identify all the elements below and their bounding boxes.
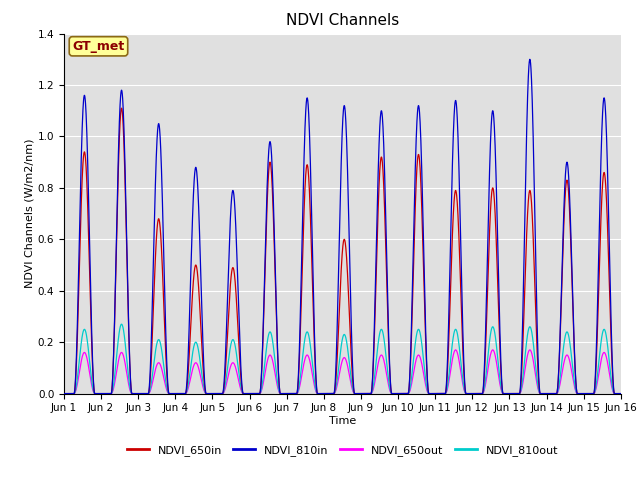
NDVI_810in bbox=[298, 256, 305, 262]
NDVI_810in bbox=[274, 346, 282, 351]
NDVI_810out bbox=[274, 381, 282, 387]
NDVI_810out bbox=[157, 342, 164, 348]
Line: NDVI_650in: NDVI_650in bbox=[64, 108, 621, 394]
NDVI_650out bbox=[274, 384, 282, 390]
NDVI_650in bbox=[274, 354, 282, 360]
NDVI_650out bbox=[60, 391, 68, 396]
Line: NDVI_810out: NDVI_810out bbox=[64, 324, 621, 394]
NDVI_650in bbox=[60, 391, 68, 396]
NDVI_810in bbox=[526, 57, 534, 62]
NDVI_810out bbox=[298, 361, 306, 367]
NDVI_650out bbox=[606, 375, 614, 381]
Line: NDVI_810in: NDVI_810in bbox=[64, 60, 621, 394]
Title: NDVI Channels: NDVI Channels bbox=[286, 13, 399, 28]
NDVI_650in bbox=[546, 391, 554, 396]
NDVI_650in bbox=[157, 232, 164, 238]
NDVI_810in bbox=[60, 391, 68, 396]
NDVI_650out bbox=[298, 373, 305, 379]
NDVI_650out bbox=[157, 362, 164, 368]
NDVI_810out bbox=[546, 391, 554, 396]
NDVI_810in bbox=[606, 276, 614, 281]
Legend: NDVI_650in, NDVI_810in, NDVI_650out, NDVI_810out: NDVI_650in, NDVI_810in, NDVI_650out, NDV… bbox=[122, 440, 563, 460]
NDVI_810in bbox=[124, 274, 131, 279]
NDVI_650out bbox=[617, 391, 625, 396]
NDVI_650out bbox=[526, 347, 534, 353]
NDVI_650out bbox=[124, 375, 131, 381]
NDVI_650in bbox=[124, 288, 132, 294]
NDVI_650in bbox=[298, 280, 306, 286]
NDVI_810out bbox=[60, 391, 68, 396]
NDVI_650in bbox=[617, 391, 625, 396]
Line: NDVI_650out: NDVI_650out bbox=[64, 350, 621, 394]
NDVI_810out bbox=[606, 366, 614, 372]
NDVI_810in bbox=[546, 391, 554, 396]
NDVI_810out bbox=[617, 391, 625, 396]
NDVI_810in bbox=[157, 142, 164, 148]
X-axis label: Time: Time bbox=[329, 416, 356, 426]
NDVI_650in bbox=[118, 105, 125, 111]
NDVI_810out bbox=[124, 366, 132, 372]
Text: GT_met: GT_met bbox=[72, 40, 125, 53]
NDVI_650in bbox=[606, 305, 614, 311]
Y-axis label: NDVI Channels (W/m2/nm): NDVI Channels (W/m2/nm) bbox=[25, 139, 35, 288]
NDVI_810in bbox=[617, 391, 625, 396]
NDVI_650out bbox=[546, 391, 554, 396]
NDVI_810out bbox=[118, 321, 125, 327]
